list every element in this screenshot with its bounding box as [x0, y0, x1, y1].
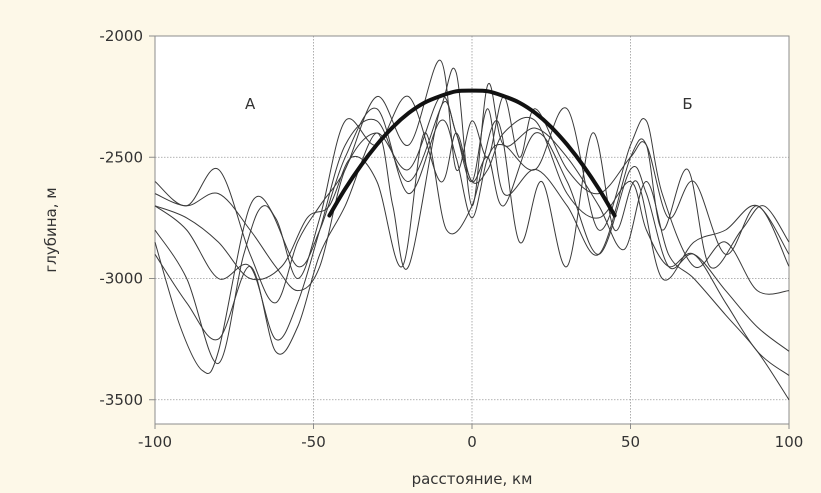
x-tick-label: -100 — [138, 433, 172, 451]
region-label: Б — [682, 95, 692, 113]
fit-arc-line — [327, 88, 617, 218]
y-axis-title: глубина, м — [42, 187, 60, 272]
profile-line — [154, 100, 790, 376]
profile-line — [154, 120, 790, 281]
profile-line — [154, 59, 790, 304]
profile-line — [154, 67, 790, 401]
plot-area — [155, 36, 789, 424]
x-tick-label: 50 — [621, 433, 640, 451]
x-axis-title: расстояние, км — [412, 470, 533, 488]
x-tick-label: 100 — [775, 433, 804, 451]
x-tick-label: -50 — [301, 433, 326, 451]
y-tick-label: -2000 — [99, 27, 143, 45]
y-tick-label: -3000 — [99, 270, 143, 288]
y-tick-label: -2500 — [99, 148, 143, 166]
region-label: А — [245, 95, 256, 113]
profile-line — [154, 95, 790, 292]
y-tick-label: -3500 — [99, 391, 143, 409]
x-tick-label: 0 — [467, 433, 477, 451]
profile-line — [154, 107, 790, 364]
